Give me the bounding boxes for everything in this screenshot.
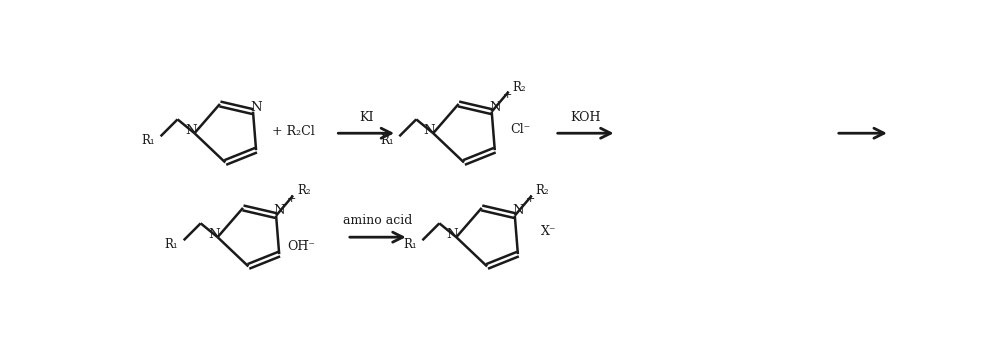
Text: + R₂Cl: + R₂Cl <box>272 125 314 138</box>
Text: N: N <box>273 204 285 217</box>
Text: N: N <box>447 228 458 241</box>
Text: N: N <box>489 101 501 114</box>
Text: R₁: R₁ <box>141 134 155 148</box>
Text: R₂: R₂ <box>297 185 311 197</box>
Text: Cl⁻: Cl⁻ <box>510 123 530 136</box>
Text: +: + <box>502 90 512 100</box>
Text: R₁: R₁ <box>165 238 178 251</box>
Text: N: N <box>208 228 220 241</box>
Text: X⁻: X⁻ <box>541 225 556 238</box>
Text: N: N <box>512 204 524 217</box>
Text: R₁: R₁ <box>403 238 417 251</box>
Text: amino acid: amino acid <box>343 214 412 227</box>
Text: R₁: R₁ <box>380 134 394 148</box>
Text: +: + <box>526 194 535 204</box>
Text: N: N <box>250 101 262 114</box>
Text: N: N <box>424 124 435 137</box>
Text: OH̅⁻: OH̅⁻ <box>287 240 315 253</box>
Text: KOH: KOH <box>570 111 601 124</box>
Text: +: + <box>287 194 296 204</box>
Text: R₂: R₂ <box>513 80 526 94</box>
Text: N: N <box>185 124 196 137</box>
Text: R₂: R₂ <box>536 185 549 197</box>
Text: KI: KI <box>359 111 373 124</box>
